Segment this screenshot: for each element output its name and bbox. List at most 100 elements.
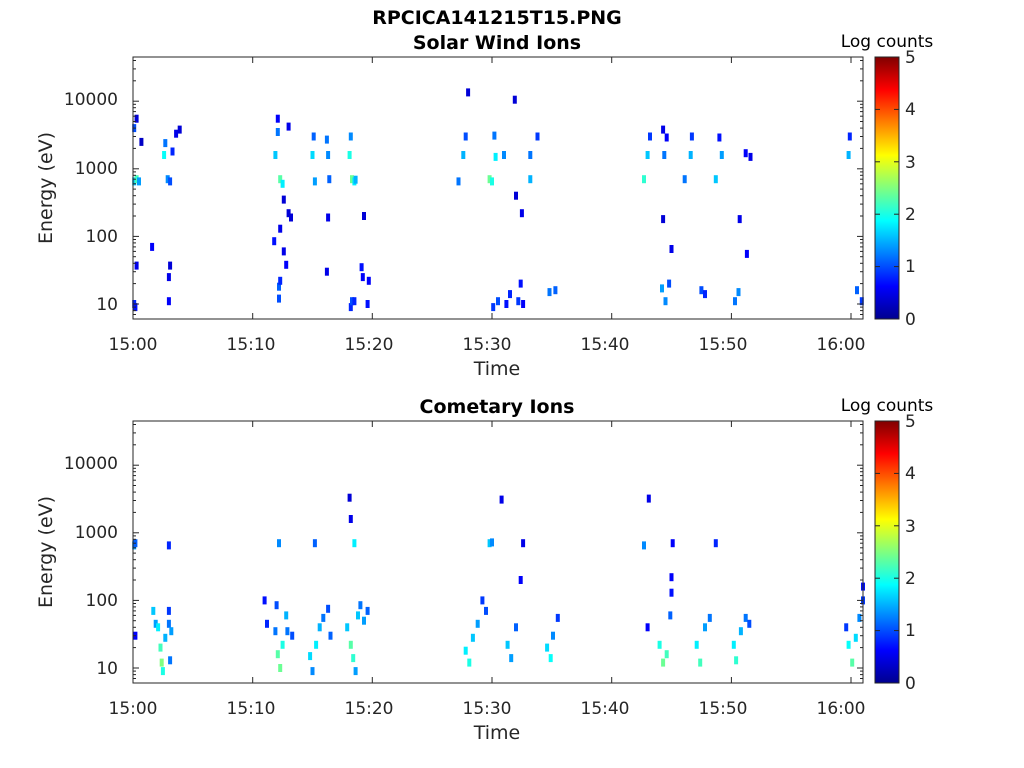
colorbar-title: Log counts (841, 32, 934, 52)
y-tick-label: 10 (96, 659, 118, 679)
heatmap-cell (456, 177, 461, 186)
colorbar-tick-label: 0 (905, 310, 916, 330)
heatmap-cell (467, 658, 472, 667)
heatmap-cell (509, 654, 514, 663)
heatmap-cell (168, 261, 173, 270)
heatmap-cell (275, 114, 280, 123)
heatmap-cell (166, 541, 171, 550)
heatmap-cell (528, 151, 533, 159)
colorbar-tick-label: 4 (905, 464, 916, 484)
y-tick-label: 10 (96, 295, 118, 315)
heatmap-cell (351, 654, 356, 663)
heatmap-cell (345, 623, 350, 632)
heatmap-cell (359, 263, 364, 272)
heatmap-cell (719, 151, 724, 159)
heatmap-cell (547, 288, 552, 297)
heatmap-cell (667, 279, 672, 288)
colorbar-tick-label: 5 (905, 48, 916, 68)
heatmap-cell (174, 129, 179, 138)
heatmap-cell (317, 623, 322, 632)
heatmap-cell (663, 297, 668, 306)
heatmap-cell (747, 619, 752, 628)
heatmap-cell (362, 616, 366, 625)
heatmap-cell (738, 627, 743, 636)
panel-solar-wind-ions: Solar Wind Ions Energy (eV) Time Log cou… (35, 32, 933, 380)
colorbar-tick-label: 2 (905, 205, 916, 225)
heatmap-cell (642, 541, 646, 550)
heatmap-cell (551, 631, 555, 640)
y-tick-label: 1000 (75, 523, 118, 543)
heatmap-cell (265, 619, 269, 628)
heatmap-cell (162, 151, 167, 159)
heatmap-cell (314, 640, 319, 649)
heatmap-cell (717, 133, 722, 142)
x-tick-label: 15:10 (227, 699, 276, 719)
heatmap-cell (491, 303, 496, 312)
heatmap-cell (159, 658, 164, 667)
heatmap-cell (163, 633, 168, 642)
heatmap-cell (707, 613, 712, 622)
heatmap-cells (132, 88, 864, 312)
x-tick-label: 15:30 (463, 335, 512, 355)
heatmap-cell (166, 606, 171, 615)
heatmap-cell (177, 125, 182, 134)
heatmap-cell (545, 643, 550, 652)
colorbar-tick-label: 0 (905, 674, 916, 694)
x-axis: 15:00 15:10 15:20 15:30 15:40 15:50 16:0… (109, 335, 866, 355)
heatmap-cell (528, 175, 533, 184)
heatmap-cell (166, 273, 171, 282)
heatmap-cell (734, 656, 739, 665)
heatmap-cell (139, 137, 144, 146)
y-tick-label: 100 (86, 227, 118, 247)
heatmap-cell (278, 175, 283, 184)
colorbar-ticks: 0 1 2 3 4 5 (905, 412, 916, 694)
heatmap-cell (321, 613, 326, 622)
heatmap-cell (466, 88, 471, 97)
heatmap-cell (737, 215, 742, 224)
heatmap-cell (518, 576, 523, 584)
heatmap-cell (493, 152, 498, 161)
colorbar-tick-label: 5 (905, 412, 916, 432)
heatmap-cell (736, 288, 741, 297)
heatmap-cell (262, 596, 267, 605)
heatmap-cell (694, 640, 699, 649)
x-tick-label: 15:10 (227, 335, 276, 355)
heatmap-cell (502, 151, 506, 159)
heatmap-cell (535, 132, 540, 141)
colorbar-tick-label: 3 (905, 517, 916, 537)
heatmap-cell (350, 297, 354, 306)
heatmap-cell (352, 297, 357, 306)
heatmap-cell (347, 493, 352, 502)
heatmap-cell (134, 114, 139, 123)
colorbar (874, 420, 900, 684)
heatmap-cell (645, 151, 650, 159)
heatmap-cell (733, 297, 737, 306)
x-tick-label: 15:00 (109, 335, 158, 355)
heatmap-cell (365, 300, 370, 308)
colorbar (874, 56, 900, 320)
heatmap-cell (273, 151, 278, 159)
heatmap-cell (669, 573, 674, 582)
heatmap-cell (326, 213, 331, 222)
heatmap-cell (689, 132, 694, 141)
heatmap-cell (657, 640, 662, 649)
heatmap-cell (499, 495, 504, 504)
heatmap-cell (484, 606, 488, 615)
heatmap-cell (669, 245, 674, 253)
heatmap-cell (353, 175, 358, 184)
heatmap-cell (156, 623, 161, 632)
heatmap-cell (516, 297, 521, 306)
x-tick-label: 15:30 (463, 699, 512, 719)
panel-title-cometary-ions: Cometary Ions (420, 396, 575, 418)
x-tick-label: 16:00 (817, 699, 866, 719)
x-tick-label: 15:50 (699, 335, 748, 355)
heatmap-cell (743, 149, 748, 158)
heatmap-cell (166, 619, 171, 628)
heatmap-cell (168, 177, 173, 186)
heatmap-cell (280, 640, 285, 649)
figure-title: RPCICA141215T15.PNG (372, 7, 622, 29)
tick-marks (132, 56, 899, 320)
heatmap-cell (281, 247, 286, 256)
y-axis: 10 100 1000 10000 (64, 454, 118, 679)
heatmap-cell (519, 209, 524, 218)
